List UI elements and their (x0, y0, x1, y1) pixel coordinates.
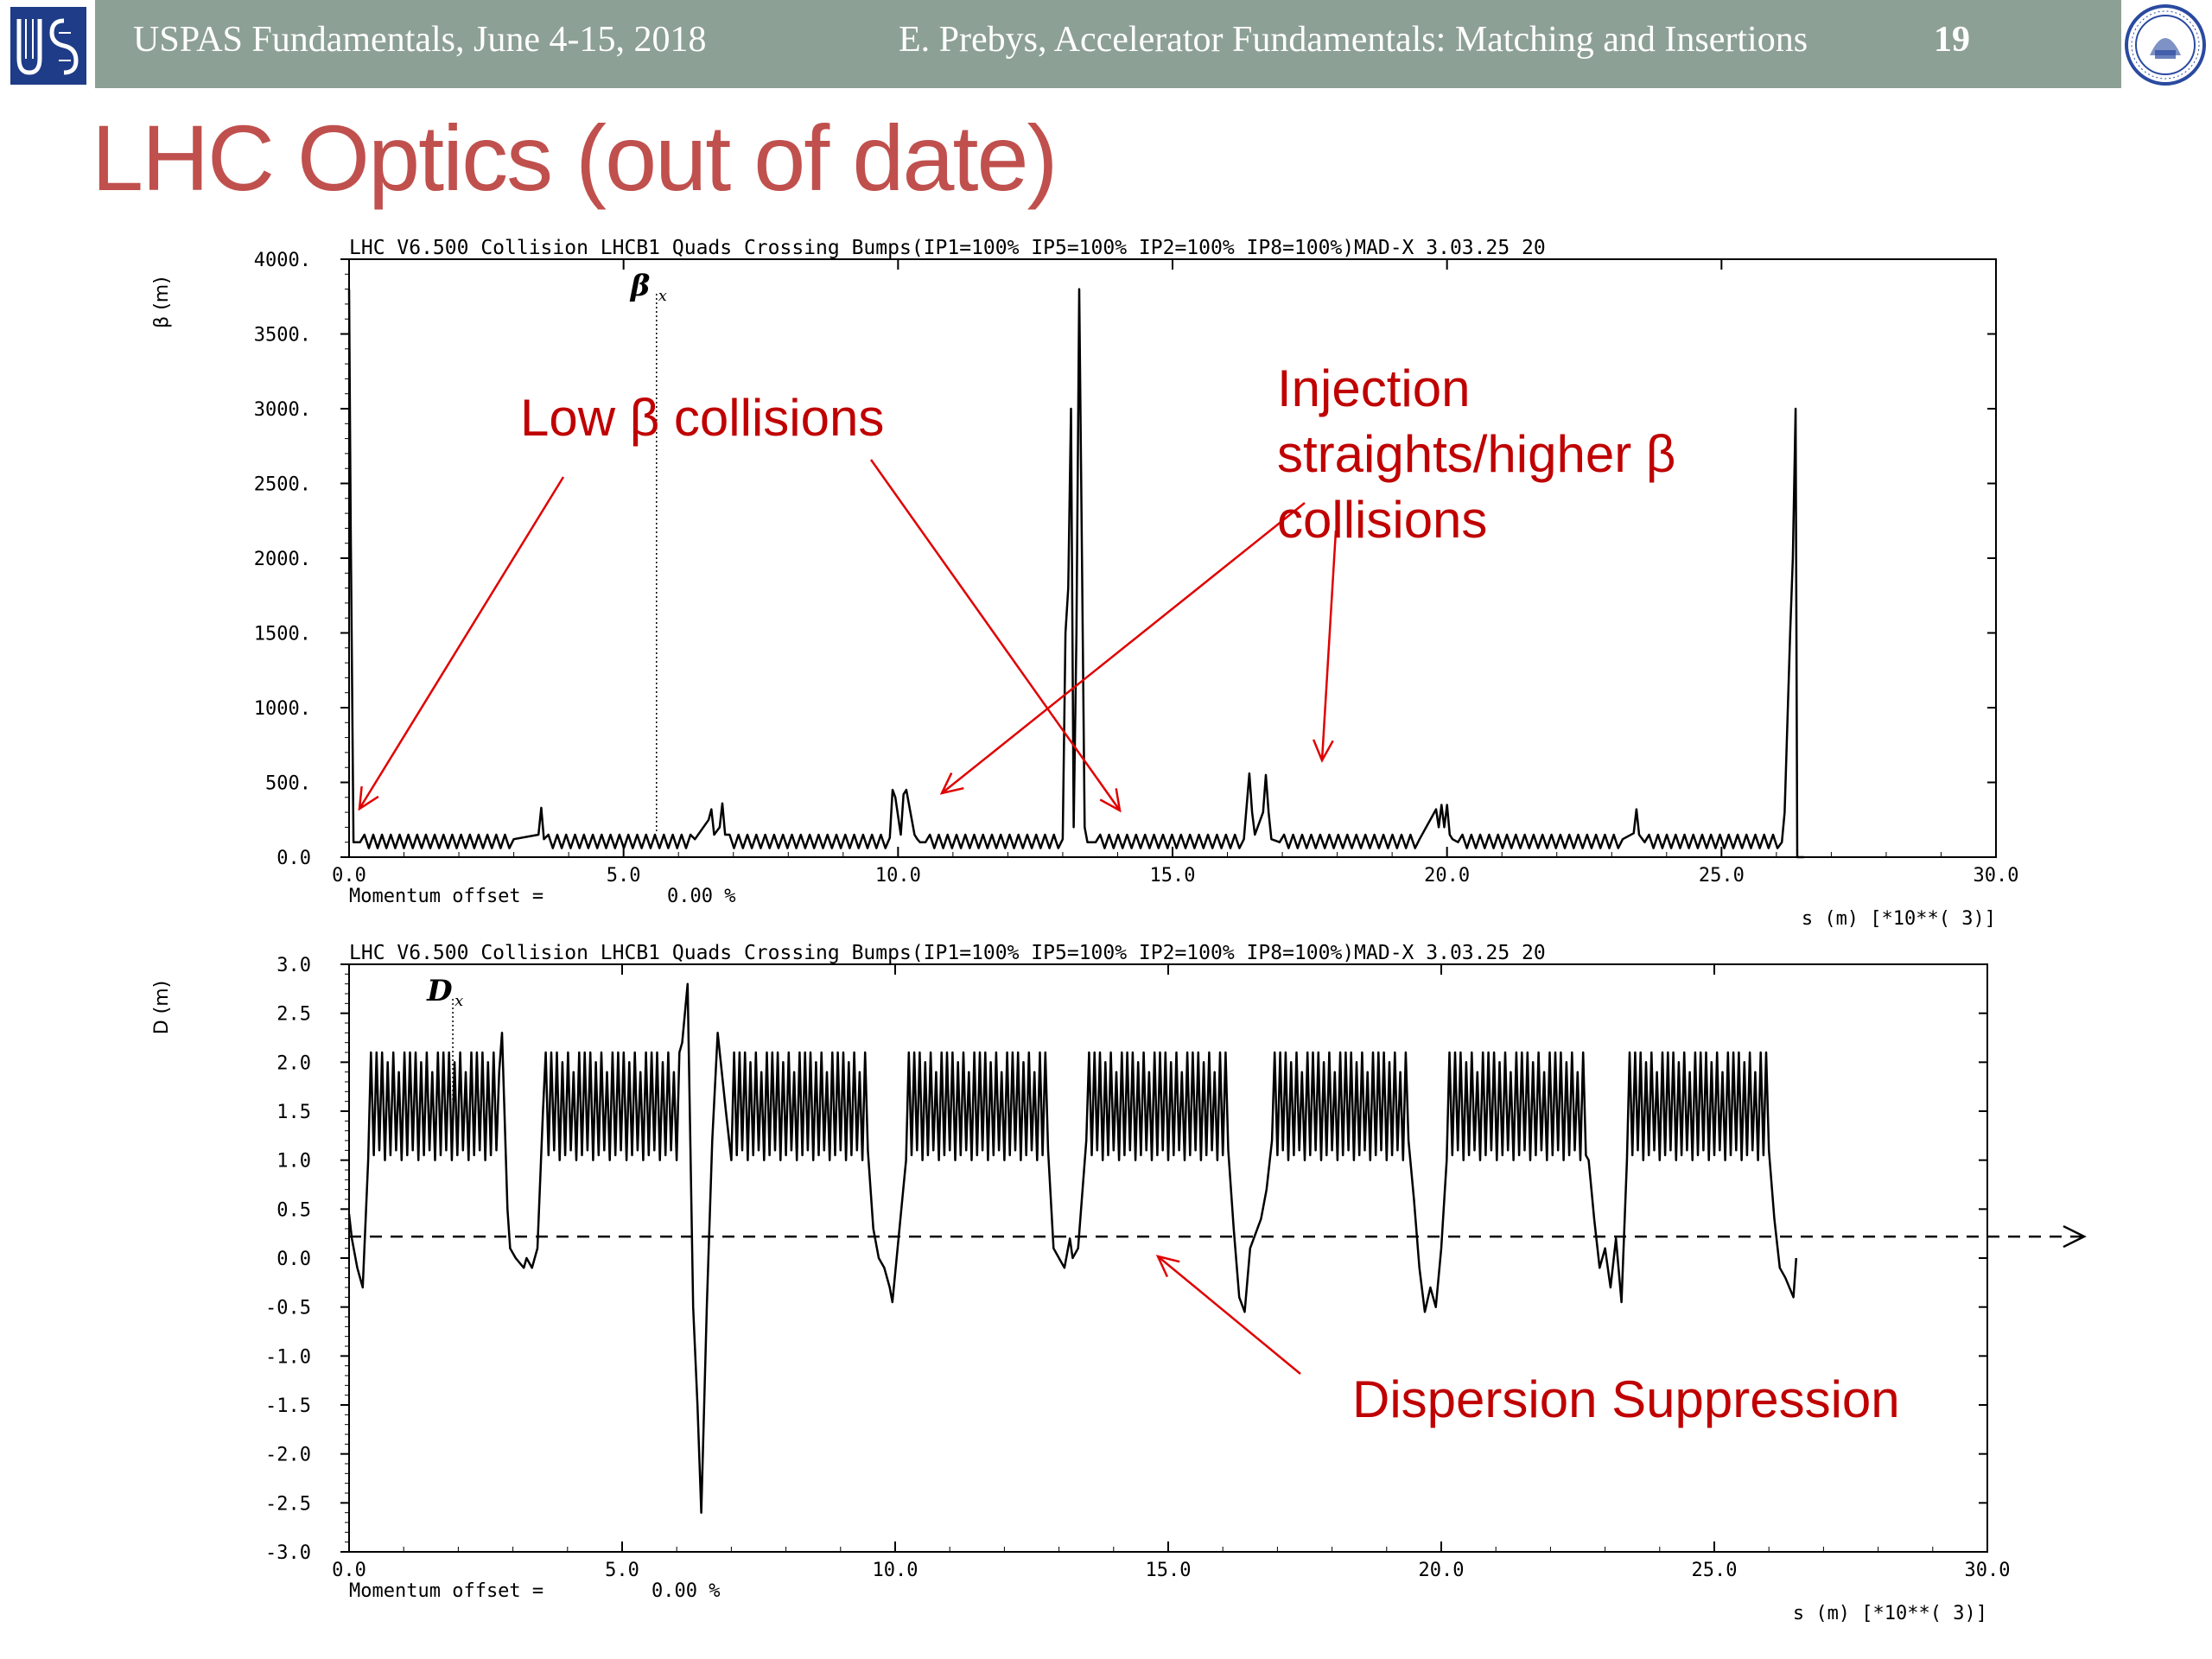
beta-chart-title: LHC V6.500 Collision LHCB1 Quads Crossin… (349, 237, 1546, 259)
beta-plot-frame (348, 258, 1997, 858)
header-bar: USPAS Fundamentals, June 4-15, 2018 E. P… (95, 0, 2121, 88)
beta-x-tick-label: 15.0 (1150, 865, 1196, 887)
disp-x-tick-label: 5.0 (605, 1560, 639, 1581)
disp-y-tick-label: 1.5 (276, 1102, 311, 1123)
beta-series-line (347, 288, 1804, 859)
disp-y-tick-label: 2.0 (276, 1052, 311, 1074)
disp-momentum-value: 0.00 % (652, 1580, 720, 1602)
disp-series-subscript: x (454, 992, 463, 1010)
beta-x-tick-label: 25.0 (1699, 865, 1745, 887)
disp-y-tick-label: -3.0 (265, 1542, 311, 1564)
dispersion-chart: LHC V6.500 Collision LHCB1 Quads Crossin… (151, 942, 2087, 1624)
disp-y-tick-label: -1.0 (265, 1346, 311, 1368)
disp-x-tick-label: 15.0 (1146, 1560, 1192, 1581)
disp-y-tick-label: -1.5 (265, 1395, 311, 1417)
disp-series-label: D (426, 974, 453, 1008)
beta-series-subscript: x (658, 287, 667, 305)
disp-x-tick-label: 20.0 (1419, 1560, 1465, 1581)
arrow-low-beta-left-head (358, 786, 379, 811)
annotation-injection-line1: Injection (1277, 359, 1471, 417)
disp-reference-arrowhead (2063, 1224, 2087, 1249)
beta-x-axis-label: s (m) [*10**( 3)] (1802, 908, 1996, 930)
annotation-dispersion: Dispersion Suppression (1352, 1370, 1900, 1428)
header-author-topic: E. Prebys, Accelerator Fundamentals: Mat… (899, 20, 1808, 60)
disp-x-tick-label: 10.0 (873, 1560, 918, 1581)
beta-y-axis-label: β (m) (151, 276, 173, 328)
beta-x-tick-label: 0.0 (332, 865, 366, 887)
arrow-low-beta-right-head (1099, 788, 1122, 813)
arrow-dispersion (1157, 1255, 1301, 1375)
disp-series-line (347, 982, 1798, 1514)
beta-x-tick-label: 20.0 (1424, 865, 1470, 887)
university-seal-logo (2125, 4, 2206, 86)
disp-y-tick-label: 0.0 (276, 1249, 311, 1270)
disp-y-tick-label: -0.5 (265, 1298, 311, 1319)
beta-x-tick-label: 30.0 (1974, 865, 2019, 887)
disp-y-axis-label: D (m) (151, 981, 173, 1035)
disp-y-tick-label: -2.0 (265, 1445, 311, 1466)
header-page-number: 19 (1934, 20, 1970, 60)
arrow-injection-right (1320, 530, 1338, 761)
beta-chart: LHC V6.500 Collision LHCB1 Quads Crossin… (151, 237, 2018, 930)
annotation-injection-line3: collisions (1277, 491, 1488, 549)
beta-y-tick-label: 3000. (254, 399, 311, 421)
beta-y-tick-label: 2500. (254, 474, 311, 496)
annotation-arrows (358, 459, 1338, 1375)
annotation-low-beta: Low β collisions (520, 389, 885, 447)
disp-y-tick-label: 2.5 (276, 1004, 311, 1026)
disp-y-tick-label: 1.0 (276, 1151, 311, 1173)
disp-y-tick-label: -2.5 (265, 1493, 311, 1515)
beta-y-tick-label: 1500. (254, 624, 311, 645)
beta-y-tick-label: 3500. (254, 325, 311, 346)
header-course: USPAS Fundamentals, June 4-15, 2018 (133, 20, 707, 60)
beta-y-tick-label: 500. (265, 773, 311, 795)
disp-momentum-label: Momentum offset = (349, 1580, 543, 1602)
beta-series-label: β (629, 269, 651, 303)
beta-x-tick-label: 10.0 (875, 865, 921, 887)
beta-momentum-label: Momentum offset = (349, 886, 543, 907)
arrow-low-beta-left (358, 476, 565, 810)
arrow-dispersion-head (1155, 1255, 1180, 1278)
arrow-low-beta-right (869, 459, 1122, 811)
beta-y-tick-label: 1000. (254, 698, 311, 720)
uspas-logo (10, 7, 86, 85)
arrow-injection-left (941, 502, 1306, 794)
slide-title: LHC Optics (out of date) (92, 105, 1058, 210)
arrow-injection-left-head (939, 772, 964, 795)
disp-x-tick-label: 0.0 (332, 1560, 366, 1581)
disp-y-tick-label: 0.5 (276, 1199, 311, 1221)
disp-chart-title: LHC V6.500 Collision LHCB1 Quads Crossin… (349, 942, 1546, 964)
disp-y-tick-label: 3.0 (276, 955, 311, 976)
arrow-injection-right-head (1312, 739, 1334, 763)
beta-y-tick-label: 2000. (254, 549, 311, 570)
disp-x-tick-label: 30.0 (1965, 1560, 2011, 1581)
disp-x-axis-label: s (m) [*10**( 3)] (1793, 1603, 1987, 1624)
annotation-injection-line2: straights/higher β (1277, 425, 1676, 483)
beta-x-tick-label: 5.0 (607, 865, 641, 887)
beta-momentum-value: 0.00 % (667, 886, 735, 907)
disp-x-tick-label: 25.0 (1692, 1560, 1738, 1581)
beta-y-tick-label: 0.0 (276, 848, 311, 869)
beta-y-tick-label: 4000. (254, 250, 311, 271)
